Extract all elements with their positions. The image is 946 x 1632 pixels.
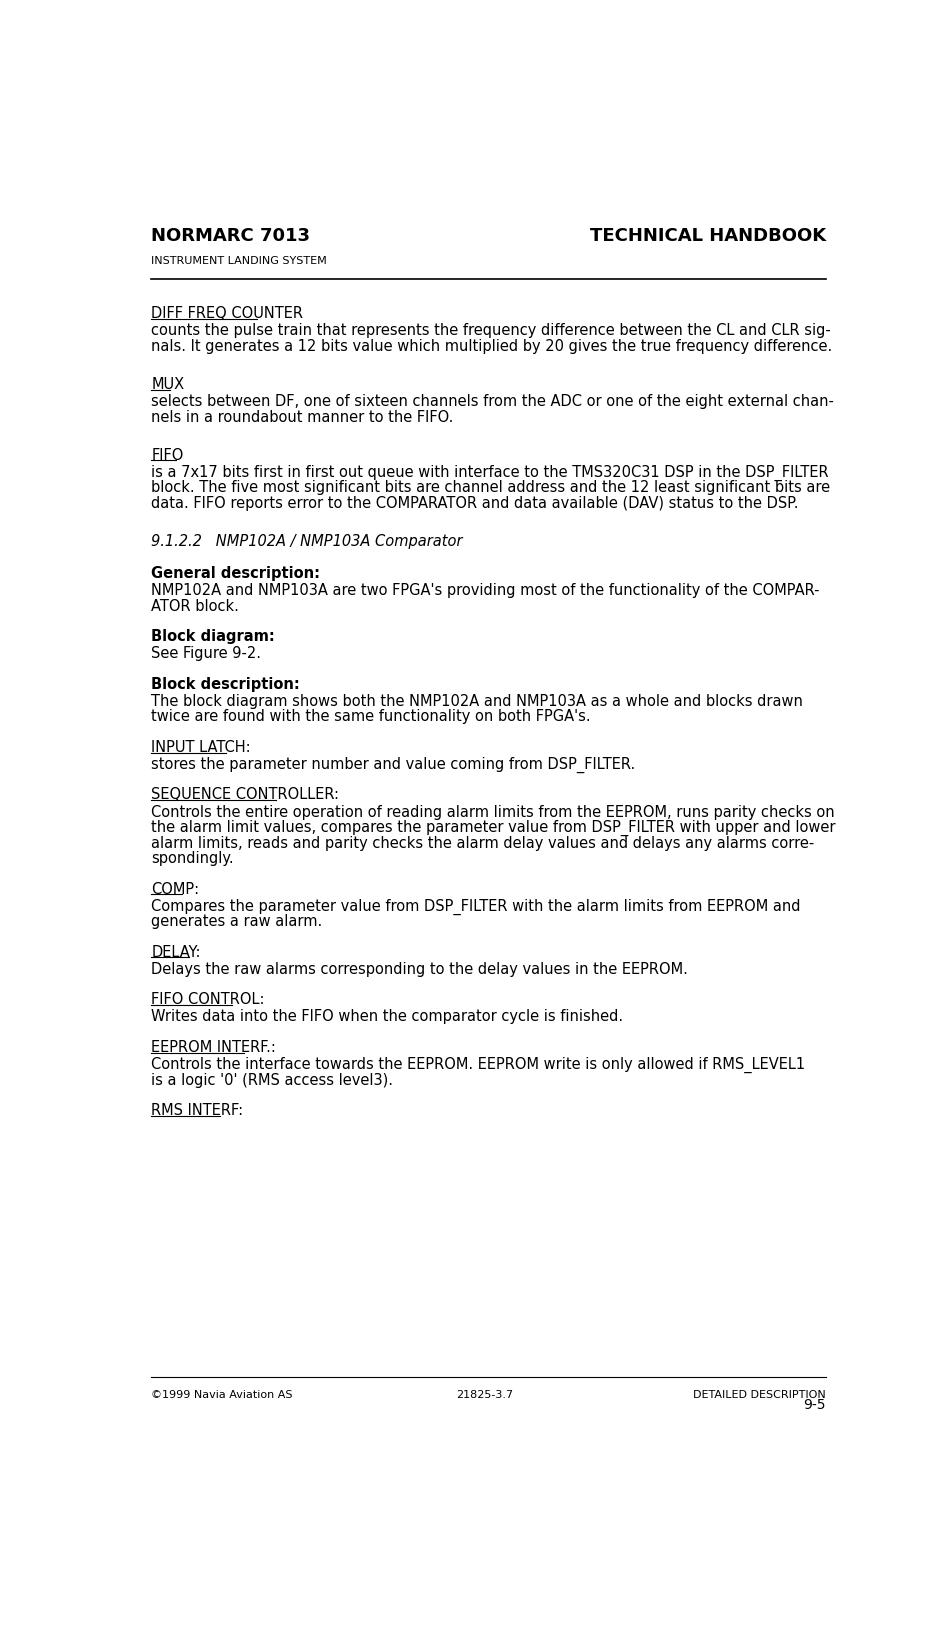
Text: twice are found with the same functionality on both FPGA's.: twice are found with the same functional…	[151, 710, 591, 725]
Text: ATOR block.: ATOR block.	[151, 599, 239, 614]
Text: EEPROM INTERF.:: EEPROM INTERF.:	[151, 1040, 276, 1054]
Text: block. The five most significant bits are channel address and the 12 least signi: block. The five most significant bits ar…	[151, 480, 831, 494]
Text: INSTRUMENT LANDING SYSTEM: INSTRUMENT LANDING SYSTEM	[151, 256, 327, 266]
Text: SEQUENCE CONTROLLER:: SEQUENCE CONTROLLER:	[151, 788, 340, 803]
Text: ©1999 Navia Aviation AS: ©1999 Navia Aviation AS	[151, 1390, 292, 1400]
Text: nels in a roundabout manner to the FIFO.: nels in a roundabout manner to the FIFO.	[151, 410, 454, 424]
Text: General description:: General description:	[151, 566, 321, 581]
Text: The block diagram shows both the NMP102A and NMP103A as a whole and blocks drawn: The block diagram shows both the NMP102A…	[151, 694, 803, 708]
Text: Controls the interface towards the EEPROM. EEPROM write is only allowed if RMS_L: Controls the interface towards the EEPRO…	[151, 1058, 805, 1074]
Text: NMP102A and NMP103A are two FPGA's providing most of the functionality of the CO: NMP102A and NMP103A are two FPGA's provi…	[151, 583, 820, 597]
Text: DIFF FREQ COUNTER: DIFF FREQ COUNTER	[151, 307, 304, 322]
Text: generates a raw alarm.: generates a raw alarm.	[151, 914, 323, 929]
Text: MUX: MUX	[151, 377, 184, 392]
Text: See Figure 9-2.: See Figure 9-2.	[151, 646, 261, 661]
Text: Block diagram:: Block diagram:	[151, 630, 275, 645]
Text: Delays the raw alarms corresponding to the delay values in the EEPROM.: Delays the raw alarms corresponding to t…	[151, 961, 688, 978]
Text: INPUT LATCH:: INPUT LATCH:	[151, 739, 251, 756]
Text: FIFO: FIFO	[151, 447, 184, 463]
Text: selects between DF, one of sixteen channels from the ADC or one of the eight ext: selects between DF, one of sixteen chann…	[151, 395, 834, 410]
Text: COMP:: COMP:	[151, 881, 200, 896]
Text: 21825-3.7: 21825-3.7	[456, 1390, 514, 1400]
Text: 9.1.2.2   NMP102A / NMP103A Comparator: 9.1.2.2 NMP102A / NMP103A Comparator	[151, 534, 463, 548]
Text: DETAILED DESCRIPTION: DETAILED DESCRIPTION	[693, 1390, 826, 1400]
Text: Controls the entire operation of reading alarm limits from the EEPROM, runs pari: Controls the entire operation of reading…	[151, 805, 835, 819]
Text: NORMARC 7013: NORMARC 7013	[151, 227, 310, 245]
Text: 9-5: 9-5	[803, 1399, 826, 1412]
Text: counts the pulse train that represents the frequency difference between the CL a: counts the pulse train that represents t…	[151, 323, 831, 338]
Text: RMS INTERF:: RMS INTERF:	[151, 1103, 243, 1118]
Text: data. FIFO reports error to the COMPARATOR and data available (DAV) status to th: data. FIFO reports error to the COMPARAT…	[151, 496, 798, 511]
Text: Block description:: Block description:	[151, 677, 300, 692]
Text: TECHNICAL HANDBOOK: TECHNICAL HANDBOOK	[589, 227, 826, 245]
Text: FIFO CONTROL:: FIFO CONTROL:	[151, 992, 265, 1007]
Text: the alarm limit values, compares the parameter value from DSP_FILTER with upper : the alarm limit values, compares the par…	[151, 819, 835, 836]
Text: Compares the parameter value from DSP_FILTER with the alarm limits from EEPROM a: Compares the parameter value from DSP_FI…	[151, 899, 800, 916]
Text: nals. It generates a 12 bits value which multiplied by 20 gives the true frequen: nals. It generates a 12 bits value which…	[151, 339, 832, 354]
Text: alarm limits, reads and parity checks the alarm delay values and delays any alar: alarm limits, reads and parity checks th…	[151, 836, 815, 850]
Text: Writes data into the FIFO when the comparator cycle is finished.: Writes data into the FIFO when the compa…	[151, 1010, 623, 1025]
Text: spondingly.: spondingly.	[151, 850, 234, 867]
Text: DELAY:: DELAY:	[151, 945, 201, 960]
Text: is a logic '0' (RMS access level3).: is a logic '0' (RMS access level3).	[151, 1072, 394, 1087]
Text: stores the parameter number and value coming from DSP_FILTER.: stores the parameter number and value co…	[151, 757, 636, 774]
Text: is a 7x17 bits first in first out queue with interface to the TMS320C31 DSP in t: is a 7x17 bits first in first out queue …	[151, 465, 829, 481]
